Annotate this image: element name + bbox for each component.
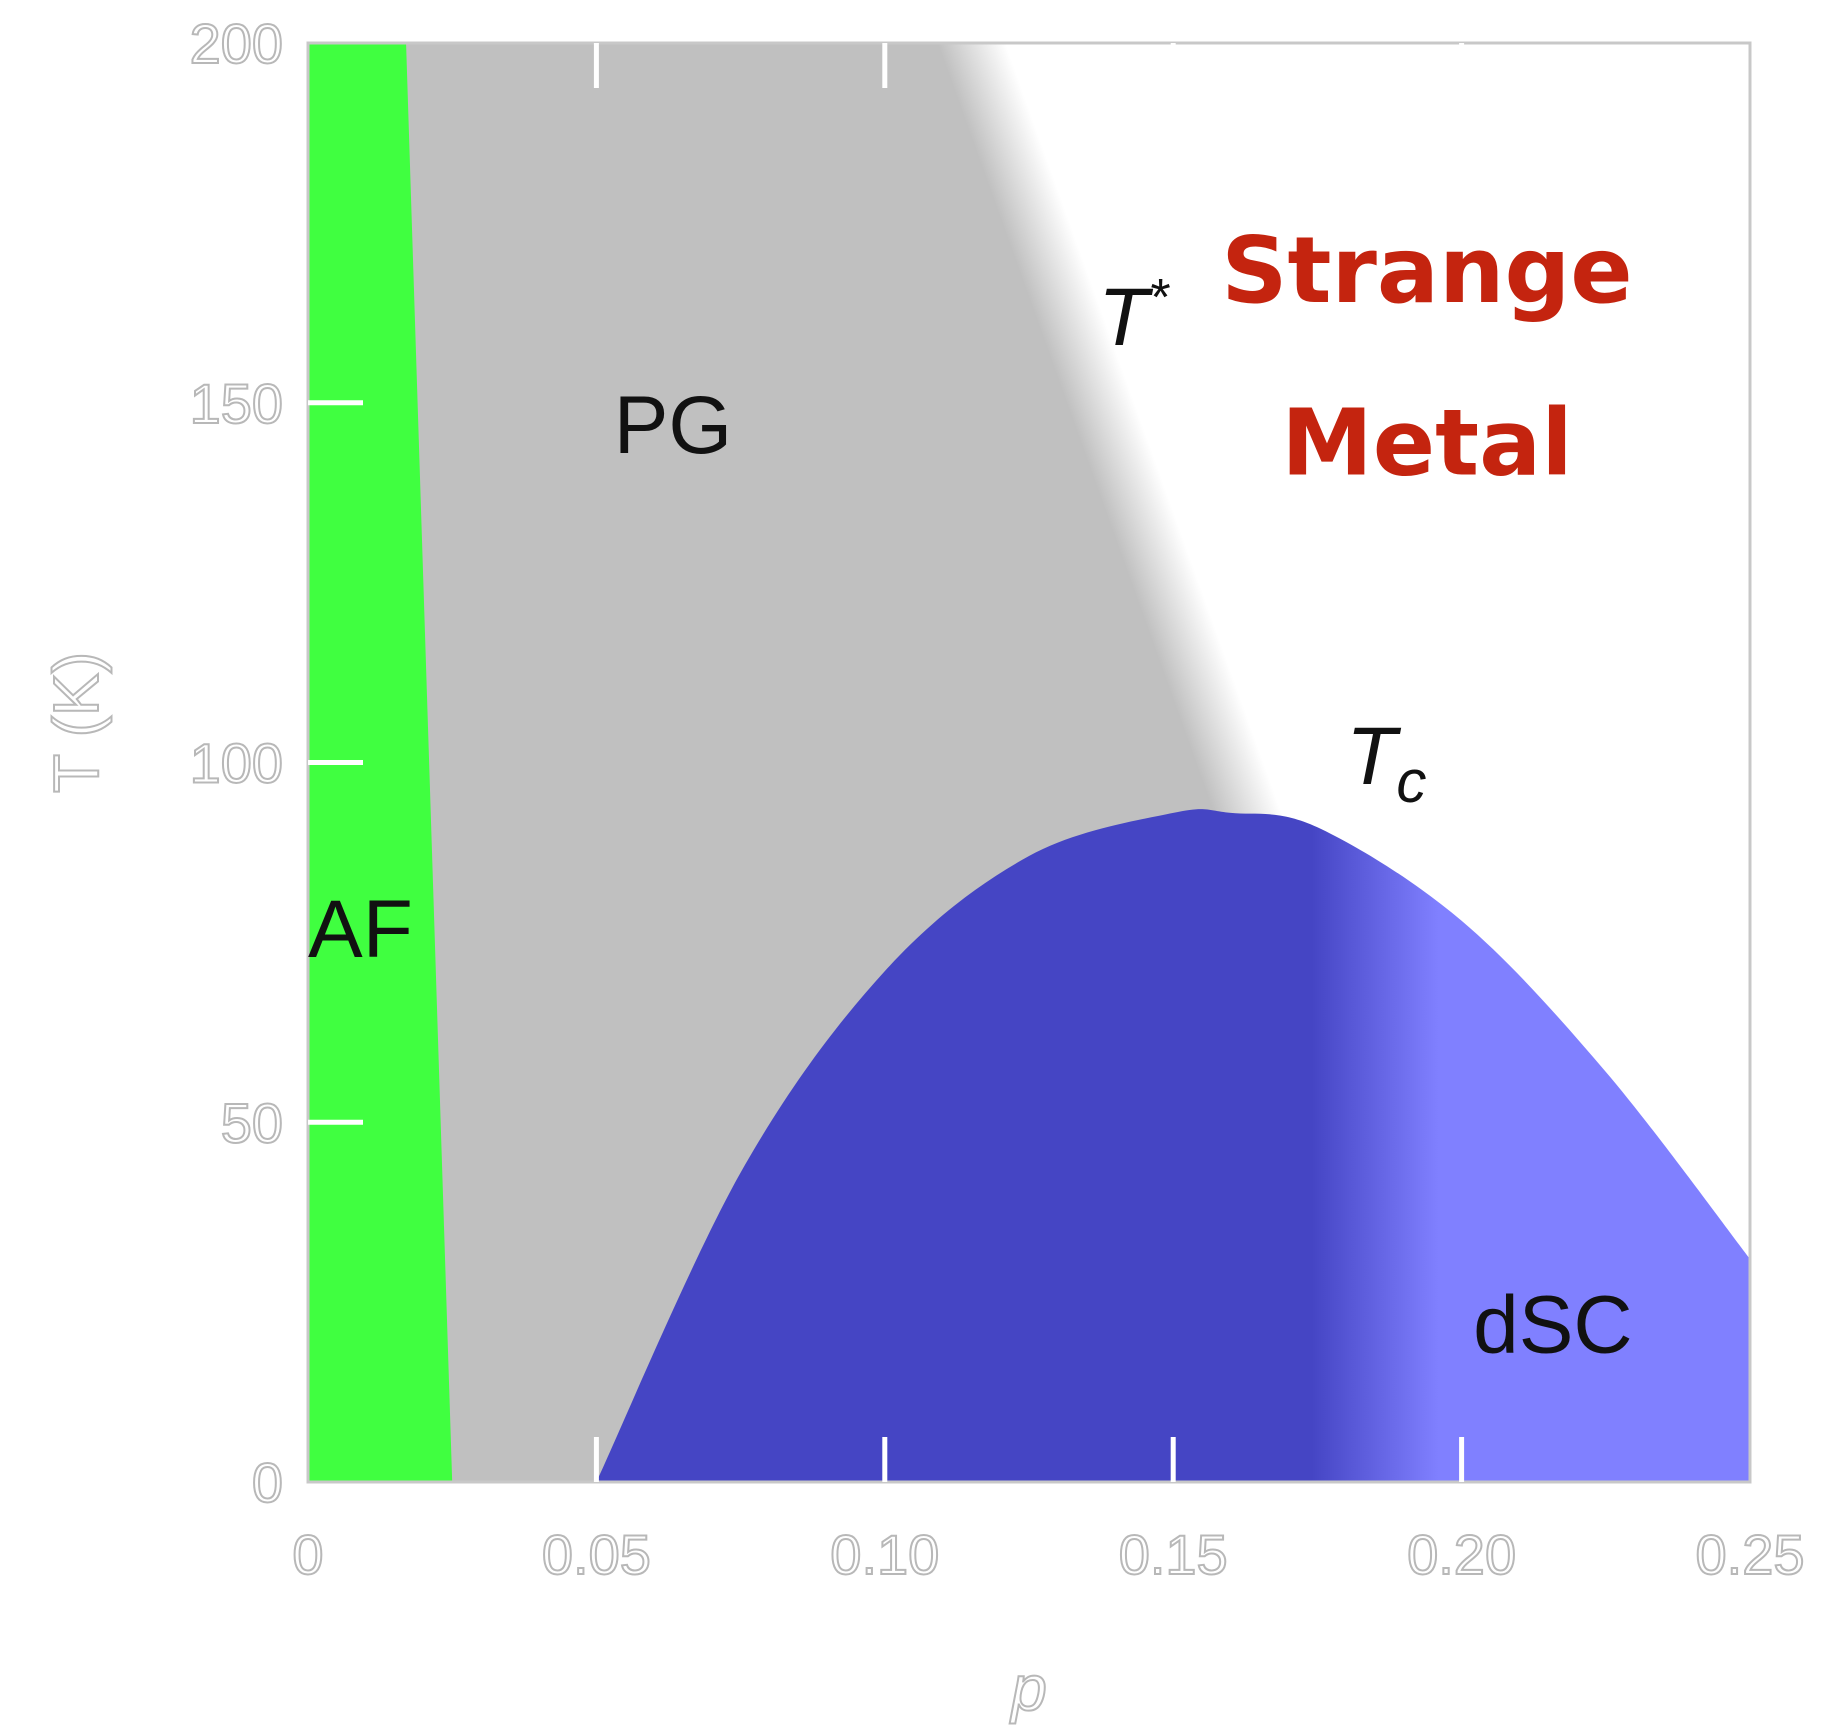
tc-subscript: c <box>1396 748 1426 815</box>
t-star-superscript: * <box>1148 269 1170 327</box>
x-tick-label: 0 <box>292 1523 323 1586</box>
tc-label: Tc <box>1346 711 1426 815</box>
y-tick-label: 150 <box>190 372 283 435</box>
tc-letter: T <box>1346 711 1401 802</box>
pg-region-label: PG <box>614 380 732 471</box>
y-tick-label: 50 <box>221 1091 283 1154</box>
strange-metal-label-line1: Strange <box>1221 217 1632 324</box>
strange-metal-label-line2: Metal <box>1281 390 1573 497</box>
phase-regions <box>308 43 1750 1482</box>
x-tick-label: 0.20 <box>1407 1523 1516 1586</box>
y-tick-label: 0 <box>252 1451 283 1514</box>
dsc-dome-region <box>596 809 1750 1482</box>
af-region-label: AF <box>308 884 413 975</box>
x-tick-label: 0.10 <box>830 1523 939 1586</box>
y-tick-label: 200 <box>190 12 283 75</box>
t-star-label: T* <box>1098 269 1170 363</box>
x-axis-label: p <box>1009 1652 1047 1724</box>
x-tick-label: 0.05 <box>542 1523 651 1586</box>
axis-ticks <box>308 43 1465 1482</box>
tick-labels: 0 0.05 0.10 0.15 0.20 0.25 0 50 100 150 200 <box>189 11 1806 1587</box>
dsc-region-label: dSC <box>1473 1279 1633 1370</box>
t-star-letter: T <box>1098 272 1153 363</box>
y-axis-label: T (K) <box>40 652 112 793</box>
x-tick-label: 0.25 <box>1696 1523 1805 1586</box>
y-tick-label: 100 <box>190 732 283 795</box>
x-tick-label: 0.15 <box>1119 1523 1228 1586</box>
